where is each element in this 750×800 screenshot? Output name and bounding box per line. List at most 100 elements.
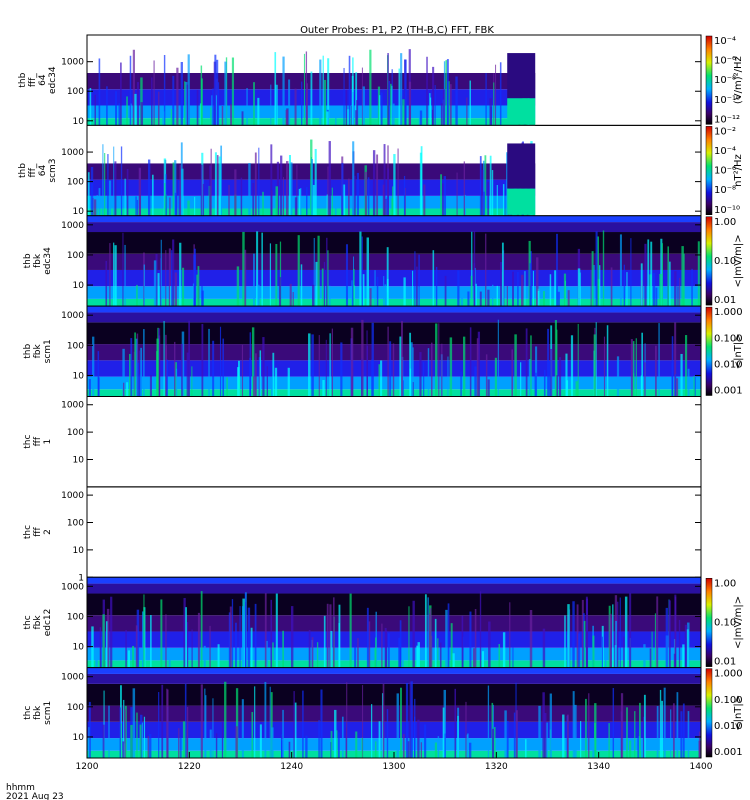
spectrogram-streak — [143, 594, 145, 668]
spectrogram-streak — [460, 288, 464, 307]
spectrogram-streak — [135, 625, 138, 668]
spectrogram-streak — [348, 55, 351, 126]
spectrogram-streak — [107, 154, 109, 216]
spectrogram-streak — [122, 382, 125, 397]
spectrogram-streak — [114, 161, 117, 216]
spectrogram-streak — [228, 184, 230, 216]
spectrogram-streak — [434, 618, 437, 668]
spectrogram-streak — [114, 245, 117, 307]
spectrogram-streak — [252, 182, 255, 216]
spectrogram-streak — [612, 604, 614, 668]
spectrogram-streak — [282, 709, 284, 758]
spectrogram-streak — [211, 95, 213, 126]
spectrogram-streak — [126, 382, 129, 397]
spectrogram-streak — [308, 333, 311, 397]
spectrogram-streak — [420, 742, 422, 758]
spectrogram-streak — [423, 184, 426, 216]
spectrogram-block — [507, 188, 536, 215]
spectrogram-streak — [278, 277, 282, 307]
spectrogram-streak — [656, 706, 659, 758]
spectrogram-streak — [93, 199, 97, 216]
spectrogram-streak — [549, 274, 552, 307]
spectrogram-streak — [125, 630, 127, 668]
spectrogram-streak — [324, 79, 327, 126]
spectrogram-streak — [161, 684, 164, 758]
spectrogram-streak — [147, 735, 150, 758]
spectrogram-streak — [446, 59, 449, 126]
spectrogram-streak — [133, 351, 135, 397]
spectrogram-streak — [372, 150, 376, 216]
spectrogram-streak — [172, 162, 175, 216]
spectrogram-streak — [346, 682, 348, 758]
spectrogram-streak — [579, 721, 582, 758]
spectrogram-streak — [432, 250, 435, 307]
spectrogram-streak — [429, 608, 432, 668]
spectrogram-streak — [512, 646, 514, 668]
spectrogram-streak — [135, 338, 138, 397]
spectrogram-streak — [419, 110, 423, 126]
spectrogram-streak — [208, 328, 210, 397]
spectrogram-streak — [191, 629, 193, 668]
spectrogram-streak — [306, 83, 309, 126]
spectrogram-streak — [577, 268, 581, 307]
spectrogram-streak — [271, 727, 274, 758]
spectrogram-streak — [302, 690, 304, 758]
spectrogram-streak — [434, 742, 438, 758]
spectrogram-streak — [361, 236, 363, 307]
spectrogram-streak — [283, 177, 285, 216]
spectrogram-streak — [109, 243, 111, 307]
spectrogram-streak — [247, 607, 251, 668]
spectrogram-streak — [424, 724, 427, 758]
spectrogram-streak — [134, 332, 136, 397]
spectrogram-streak — [200, 684, 203, 758]
spectrogram-streak — [447, 603, 450, 668]
spectrogram-streak — [441, 343, 443, 397]
spectrogram-streak — [409, 332, 412, 397]
spectrogram-streak — [659, 689, 662, 758]
spectrogram-streak — [102, 144, 104, 216]
spectrogram-streak — [418, 254, 420, 307]
spectrogram-streak — [468, 742, 472, 758]
spectrogram-streak — [403, 277, 406, 307]
spectrogram-streak — [294, 702, 297, 758]
spectrogram-streak — [326, 111, 329, 126]
spectrogram-streak — [591, 251, 594, 307]
spectrogram-streak — [536, 257, 539, 307]
spectrogram-streak — [216, 59, 219, 126]
spectrogram-streak — [256, 231, 259, 307]
spectrogram-streak — [92, 336, 95, 397]
spectrogram-streak — [113, 146, 115, 216]
spectrogram-streak — [89, 87, 92, 126]
spectrogram-streak — [554, 320, 557, 397]
colorbar-tick-label: 10⁻⁴ — [714, 146, 736, 157]
spectrogram-streak — [123, 699, 125, 758]
spectrogram-streak — [253, 82, 255, 126]
spectrogram-streak — [181, 343, 183, 397]
spectrogram-streak — [241, 606, 245, 668]
spectrogram-streak — [209, 165, 212, 216]
spectrogram-streak — [592, 635, 595, 668]
spectrogram-streak — [658, 323, 660, 397]
spectrogram-streak — [654, 613, 656, 668]
spectrogram-streak — [635, 338, 637, 397]
spectrogram-streak — [609, 613, 612, 668]
spectrogram-streak — [401, 653, 404, 668]
spectrogram-streak — [288, 154, 291, 216]
spectrogram-streak — [328, 285, 331, 307]
spectrogram-streak — [616, 601, 619, 668]
spectrogram-streak — [157, 273, 160, 307]
spectrogram-streak — [136, 712, 138, 758]
spectrogram-streak — [383, 276, 385, 307]
spectrogram-streak — [417, 642, 420, 668]
spectrogram-streak — [515, 710, 518, 758]
spectrogram-streak — [170, 109, 173, 126]
spectrogram-streak — [528, 359, 531, 397]
spectrogram-streak — [184, 683, 187, 758]
spectrogram-streak — [105, 260, 108, 307]
colorbar-label: <|nT|> — [733, 695, 744, 731]
spectrogram-streak — [142, 611, 145, 668]
colorbar-label: nT²/Hz — [733, 154, 744, 187]
spectrogram-streak — [340, 342, 343, 397]
spectrogram-streak — [235, 622, 237, 668]
spectrogram-streak — [306, 187, 308, 216]
